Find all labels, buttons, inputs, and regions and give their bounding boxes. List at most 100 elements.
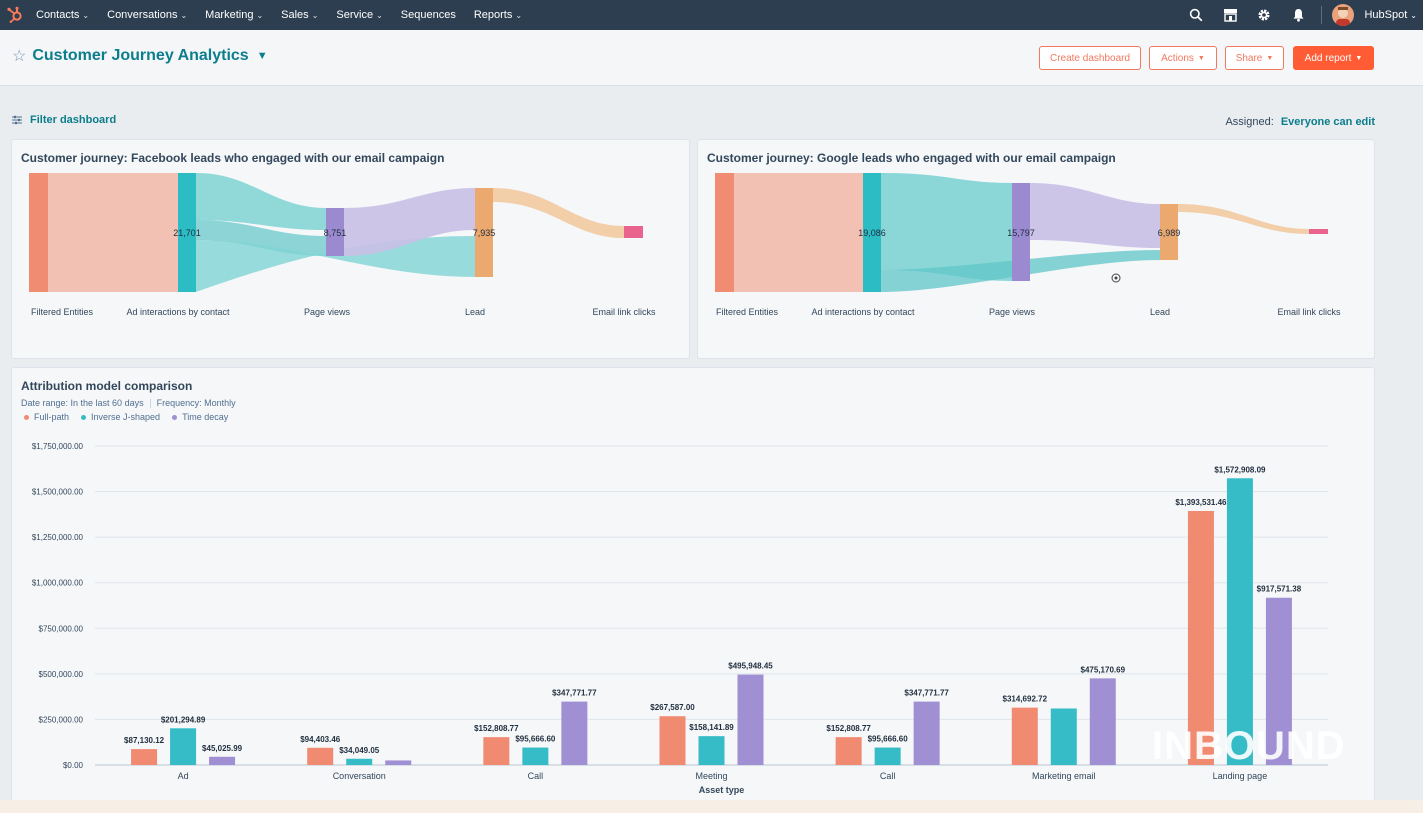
legend-item[interactable]: Full-path [24, 412, 69, 422]
filter-dashboard-label: Filter dashboard [30, 114, 117, 126]
legend-dot [24, 414, 29, 420]
bar[interactable] [874, 747, 901, 765]
sankey-link [493, 188, 624, 238]
legend-label: Time decay [182, 412, 229, 422]
nav-item-conversations[interactable]: Conversations ⌄ [107, 9, 187, 21]
google-journey-card: Customer journey: Google leads who engag… [697, 139, 1375, 359]
bar[interactable] [561, 701, 588, 765]
y-tick-label: $1,250,000.00 [32, 533, 84, 542]
y-tick-label: $750,000.00 [39, 624, 84, 633]
x-tick-label: Conversation [333, 771, 386, 781]
nav-item-sequences[interactable]: Sequences [401, 9, 456, 21]
bar[interactable] [659, 716, 686, 765]
decorative-bottom-strip [0, 800, 1423, 813]
chevron-down-icon: ⌄ [311, 10, 319, 20]
sankey-link [196, 236, 475, 292]
frequency-label: Frequency: Monthly [156, 398, 236, 408]
facebook-sankey-chart: 21,701 8,751 7,935 [29, 173, 643, 292]
sankey-node-lead[interactable] [475, 188, 493, 277]
chart-legend: Full-path Inverse J-shaped Time decay [24, 412, 240, 422]
assigned-permission-link[interactable]: Everyone can edit [1280, 116, 1375, 128]
add-report-button[interactable]: Add report ▼ [1293, 46, 1374, 70]
dashboard-switcher-caret-icon[interactable]: ▼ [256, 50, 268, 62]
user-avatar[interactable] [1332, 4, 1355, 26]
sankey-stage-label: Page views [988, 307, 1036, 317]
top-nav: Contacts ⌄ Conversations ⌄ Marketing ⌄ Sales ⌄ S… [0, 0, 1423, 30]
bar[interactable] [835, 737, 862, 765]
marketplace-icon[interactable] [1213, 0, 1247, 30]
bar[interactable] [1265, 597, 1292, 765]
sankey-node-email-link-clicks[interactable] [1309, 229, 1328, 234]
page-title: Customer Journey Analytics [32, 47, 249, 64]
search-icon[interactable] [1179, 0, 1213, 30]
share-button[interactable]: Share ▼ [1225, 46, 1284, 70]
bar[interactable] [737, 674, 764, 765]
nav-item-sales[interactable]: Sales ⌄ [281, 9, 318, 21]
bar[interactable] [698, 736, 725, 765]
notifications-bell-icon[interactable] [1281, 0, 1315, 30]
filter-dashboard-button[interactable]: Filter dashboard [12, 114, 116, 126]
bar[interactable] [385, 760, 412, 765]
bar-data-label: $1,393,531.46 [1175, 498, 1227, 507]
bar[interactable] [913, 701, 940, 765]
sankey-node-lead[interactable] [1160, 204, 1178, 260]
sankey-value-label: 19,086 [858, 228, 886, 238]
caret-down-icon: ▼ [1266, 54, 1274, 62]
sankey-link [881, 173, 1012, 281]
bar[interactable] [1011, 707, 1038, 765]
legend-item[interactable]: Time decay [172, 412, 228, 422]
date-range-label: Date range: In the last 60 days [21, 398, 144, 408]
nav-item-marketing[interactable]: Marketing ⌄ [205, 9, 263, 21]
bar-data-label: $94,403.46 [300, 735, 341, 744]
sankey-stage-label: Filtered Entities [715, 307, 779, 317]
create-dashboard-button[interactable]: Create dashboard [1039, 46, 1141, 70]
chart-meta: Date range: In the last 60 days Frequency… [21, 398, 236, 409]
bar-data-label: $201,294.89 [161, 715, 206, 724]
bar[interactable] [522, 747, 549, 765]
bar[interactable] [209, 756, 236, 765]
bar-data-label: $34,049.05 [339, 746, 380, 755]
nav-item-contacts[interactable]: Contacts ⌄ [36, 9, 89, 21]
sankey-value-label: 21,701 [173, 228, 201, 238]
bar[interactable] [346, 758, 373, 765]
sankey-value-label: 15,797 [1007, 228, 1035, 238]
account-menu[interactable]: HubSpot ⌄ [1364, 9, 1417, 21]
bar[interactable] [1050, 708, 1077, 765]
sankey-node-ad-interactions[interactable] [863, 173, 881, 292]
nav-item-label: Sales [281, 9, 309, 21]
sankey-node-ad-interactions[interactable] [178, 173, 196, 292]
bar[interactable] [131, 749, 158, 765]
bar[interactable] [1089, 678, 1116, 765]
bar[interactable] [483, 737, 510, 765]
y-tick-label: $0.00 [63, 761, 84, 770]
assigned-label: Assigned: [1225, 116, 1274, 128]
bar-data-label: $1,572,908.09 [1214, 465, 1266, 474]
google-sankey-chart: 19,086 15,797 6,989 [715, 173, 1328, 292]
nav-item-reports[interactable]: Reports ⌄ [474, 9, 522, 21]
settings-gear-icon[interactable] [1247, 0, 1281, 30]
sankey-node-email-link-clicks[interactable] [624, 226, 643, 238]
bar[interactable] [307, 747, 334, 765]
facebook-journey-title: Customer journey: Facebook leads who eng… [21, 151, 445, 165]
actions-button[interactable]: Actions ▼ [1149, 46, 1217, 70]
bar-data-label: $152,808.77 [826, 724, 871, 733]
sankey-node-filtered-entities[interactable] [715, 173, 734, 292]
x-tick-label: Ad [178, 771, 189, 781]
legend-item[interactable]: Inverse J-shaped [81, 412, 160, 422]
bar-data-label: $347,771.77 [552, 689, 597, 698]
sankey-node-filtered-entities[interactable] [29, 173, 48, 292]
nav-menu: Contacts ⌄ Conversations ⌄ Marketing ⌄ Sales ⌄ S… [36, 9, 540, 21]
nav-item-service[interactable]: Service ⌄ [336, 9, 382, 21]
bar[interactable] [1187, 510, 1214, 765]
favorite-star-icon[interactable]: ☆ [12, 48, 27, 65]
bar-data-label: $95,666.60 [515, 735, 556, 744]
bar[interactable] [170, 728, 197, 765]
caret-down-icon: ▼ [1355, 54, 1363, 62]
sankey-node-page-views[interactable] [1012, 183, 1030, 281]
sankey-node-page-views[interactable] [326, 208, 344, 256]
hubspot-logo-icon[interactable] [0, 0, 30, 30]
x-axis-title: Asset type [699, 785, 745, 795]
legend-dot [172, 414, 178, 420]
bar[interactable] [1226, 478, 1253, 765]
x-tick-label: Call [880, 771, 896, 781]
